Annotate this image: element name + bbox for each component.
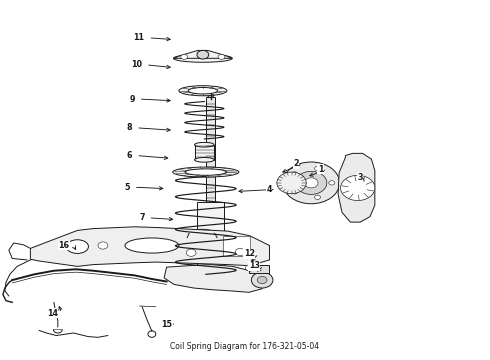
Circle shape [292, 172, 297, 176]
Circle shape [283, 162, 340, 204]
Circle shape [251, 272, 273, 288]
Circle shape [277, 172, 306, 194]
Ellipse shape [67, 240, 89, 253]
Polygon shape [173, 50, 232, 58]
Circle shape [218, 54, 225, 59]
Polygon shape [164, 265, 265, 292]
Ellipse shape [172, 167, 239, 177]
Ellipse shape [195, 157, 214, 162]
Text: 15: 15 [162, 320, 172, 329]
Circle shape [341, 175, 375, 201]
Circle shape [245, 265, 254, 271]
Text: Coil Spring Diagram for 176-321-05-04: Coil Spring Diagram for 176-321-05-04 [171, 342, 319, 351]
Text: 10: 10 [131, 60, 142, 69]
Bar [197, 202, 224, 277]
Bar [249, 265, 269, 273]
Circle shape [98, 242, 108, 249]
Text: 12: 12 [244, 249, 255, 258]
Circle shape [304, 178, 318, 188]
Text: 6: 6 [127, 151, 132, 160]
Circle shape [181, 54, 188, 59]
Circle shape [208, 93, 214, 98]
Text: 16: 16 [59, 241, 70, 250]
Text: 1: 1 [318, 165, 323, 174]
Text: 11: 11 [134, 33, 145, 42]
Circle shape [315, 195, 320, 199]
Text: 13: 13 [249, 261, 260, 270]
Bar [206, 97, 215, 202]
Ellipse shape [185, 169, 226, 175]
Polygon shape [338, 153, 375, 222]
Text: 5: 5 [124, 183, 130, 192]
Text: 7: 7 [139, 213, 145, 222]
Circle shape [186, 249, 196, 256]
Ellipse shape [125, 238, 179, 253]
Circle shape [295, 171, 327, 194]
Text: 2: 2 [294, 159, 299, 168]
Circle shape [329, 181, 335, 185]
Text: 4: 4 [267, 185, 272, 194]
Circle shape [257, 276, 267, 284]
Ellipse shape [188, 87, 218, 94]
Text: 3: 3 [357, 173, 363, 181]
Circle shape [292, 190, 297, 194]
Polygon shape [30, 227, 270, 266]
Text: 9: 9 [129, 94, 135, 104]
Circle shape [197, 50, 209, 59]
Text: 8: 8 [127, 123, 132, 132]
Ellipse shape [179, 86, 227, 96]
Text: 14: 14 [47, 309, 58, 318]
Bar [223, 236, 250, 256]
Circle shape [315, 166, 320, 171]
Ellipse shape [173, 54, 232, 62]
Bar [195, 145, 214, 160]
Circle shape [235, 248, 245, 256]
Ellipse shape [195, 142, 214, 147]
